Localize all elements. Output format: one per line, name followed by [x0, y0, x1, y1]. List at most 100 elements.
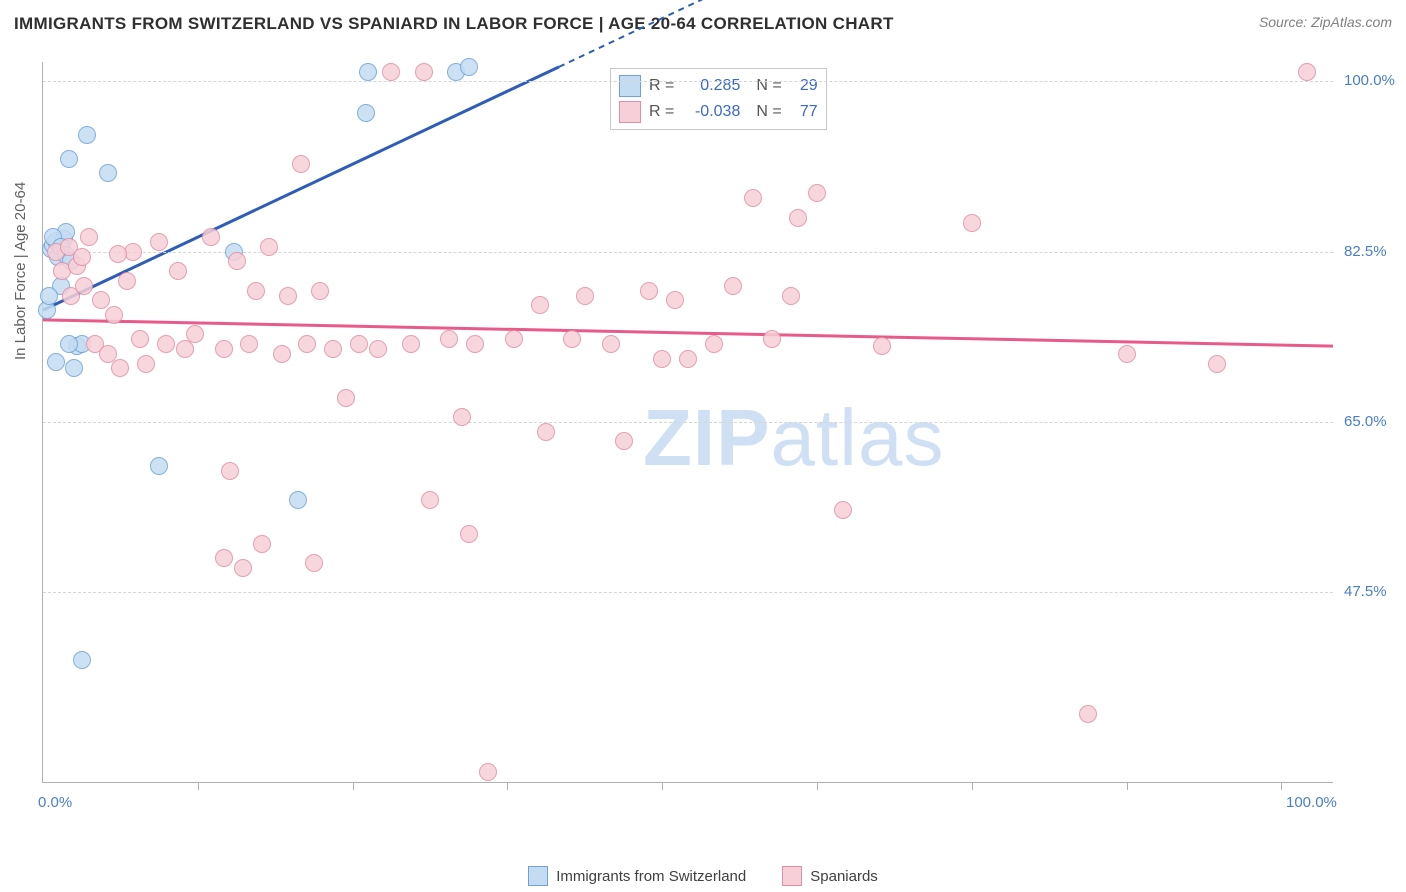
- scatter-point-swiss: [65, 359, 83, 377]
- scatter-point-swiss: [78, 126, 96, 144]
- scatter-point-span: [279, 287, 297, 305]
- scatter-point-span: [234, 559, 252, 577]
- scatter-point-span: [640, 282, 658, 300]
- scatter-point-span: [157, 335, 175, 353]
- x-tick: [972, 782, 973, 790]
- scatter-point-swiss: [47, 353, 65, 371]
- stats-row-span: R = -0.038 N = 77: [619, 99, 818, 125]
- scatter-point-span: [744, 189, 762, 207]
- y-tick-label: 47.5%: [1344, 583, 1387, 600]
- scatter-point-span: [602, 335, 620, 353]
- scatter-point-span: [247, 282, 265, 300]
- scatter-point-span: [834, 501, 852, 519]
- scatter-point-span: [705, 335, 723, 353]
- chart-title: IMMIGRANTS FROM SWITZERLAND VS SPANIARD …: [14, 14, 894, 34]
- scatter-point-swiss: [73, 651, 91, 669]
- scatter-point-span: [215, 549, 233, 567]
- scatter-point-swiss: [289, 491, 307, 509]
- scatter-point-span: [240, 335, 258, 353]
- stat-r-value: -0.038: [682, 103, 740, 121]
- scatter-point-span: [111, 359, 129, 377]
- scatter-point-span: [215, 340, 233, 358]
- x-tick: [198, 782, 199, 790]
- scatter-point-span: [653, 350, 671, 368]
- scatter-point-span: [724, 277, 742, 295]
- stat-n-value: 29: [790, 77, 818, 95]
- scatter-point-span: [186, 325, 204, 343]
- scatter-point-span: [350, 335, 368, 353]
- stat-n-label: N =: [756, 103, 781, 121]
- scatter-point-span: [453, 408, 471, 426]
- scatter-point-swiss: [150, 457, 168, 475]
- scatter-point-span: [466, 335, 484, 353]
- gridline-h: [43, 592, 1333, 593]
- scatter-point-span: [124, 243, 142, 261]
- scatter-point-span: [73, 248, 91, 266]
- scatter-point-span: [1118, 345, 1136, 363]
- scatter-point-swiss: [357, 104, 375, 122]
- regression-line-span: [43, 320, 1333, 346]
- stats-box: R = 0.285 N = 29 R = -0.038 N = 77: [610, 68, 827, 130]
- scatter-point-span: [118, 272, 136, 290]
- gridline-h: [43, 422, 1333, 423]
- swatch-span: [619, 101, 641, 123]
- y-axis-title: In Labor Force | Age 20-64: [12, 182, 29, 360]
- x-tick: [353, 782, 354, 790]
- scatter-point-span: [808, 184, 826, 202]
- scatter-point-swiss: [460, 58, 478, 76]
- x-axis-min-label: 0.0%: [38, 794, 72, 811]
- scatter-point-span: [505, 330, 523, 348]
- scatter-point-span: [75, 277, 93, 295]
- legend-label: Spaniards: [810, 868, 878, 885]
- legend: Immigrants from Switzerland Spaniards: [0, 866, 1406, 886]
- scatter-point-span: [402, 335, 420, 353]
- stats-row-swiss: R =0.285N =29: [619, 73, 818, 99]
- x-tick: [662, 782, 663, 790]
- scatter-point-span: [92, 291, 110, 309]
- x-tick: [817, 782, 818, 790]
- stat-r-value: 0.285: [682, 77, 740, 95]
- scatter-point-span: [292, 155, 310, 173]
- scatter-point-span: [228, 252, 246, 270]
- legend-item-span: Spaniards: [782, 866, 878, 886]
- scatter-point-span: [150, 233, 168, 251]
- y-tick-label: 82.5%: [1344, 243, 1387, 260]
- scatter-point-span: [666, 291, 684, 309]
- scatter-point-span: [105, 306, 123, 324]
- scatter-point-span: [479, 763, 497, 781]
- scatter-point-span: [873, 337, 891, 355]
- scatter-point-span: [789, 209, 807, 227]
- scatter-point-swiss: [99, 164, 117, 182]
- legend-item-swiss: Immigrants from Switzerland: [528, 866, 746, 886]
- scatter-point-swiss: [60, 335, 78, 353]
- scatter-point-span: [440, 330, 458, 348]
- scatter-point-span: [253, 535, 271, 553]
- scatter-point-span: [1298, 63, 1316, 81]
- plot-area: ZIPatlas R =0.285N =29R =-0.038N =77: [42, 62, 1333, 783]
- scatter-point-span: [763, 330, 781, 348]
- gridline-h: [43, 81, 1333, 82]
- scatter-point-span: [137, 355, 155, 373]
- scatter-point-span: [324, 340, 342, 358]
- scatter-point-span: [80, 228, 98, 246]
- x-axis-max-label: 100.0%: [1286, 794, 1337, 811]
- scatter-point-swiss: [359, 63, 377, 81]
- stat-n-value: 77: [790, 103, 818, 121]
- scatter-point-span: [615, 432, 633, 450]
- chart-container: IMMIGRANTS FROM SWITZERLAND VS SPANIARD …: [0, 0, 1406, 892]
- y-tick-label: 100.0%: [1344, 72, 1395, 89]
- scatter-point-span: [679, 350, 697, 368]
- scatter-point-span: [963, 214, 981, 232]
- x-tick: [1281, 782, 1282, 790]
- y-tick-label: 65.0%: [1344, 413, 1387, 430]
- scatter-point-span: [537, 423, 555, 441]
- scatter-point-span: [576, 287, 594, 305]
- legend-label: Immigrants from Switzerland: [556, 868, 746, 885]
- scatter-point-swiss: [60, 150, 78, 168]
- scatter-point-span: [221, 462, 239, 480]
- stat-r-label: R =: [649, 103, 674, 121]
- x-tick: [507, 782, 508, 790]
- scatter-point-span: [260, 238, 278, 256]
- stat-n-label: N =: [756, 77, 781, 95]
- scatter-point-span: [311, 282, 329, 300]
